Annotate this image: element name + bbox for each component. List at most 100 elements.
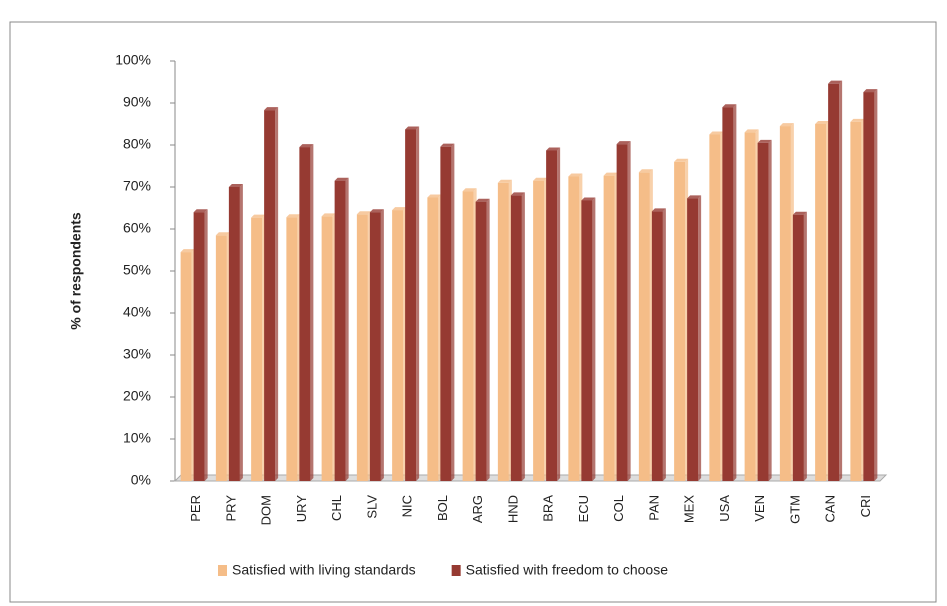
bar: [779, 126, 791, 481]
y-tick-label: 50%: [123, 262, 151, 278]
bar: [828, 83, 840, 482]
bar-top: [475, 198, 490, 202]
x-tick-label: URY: [294, 495, 309, 523]
x-tick-label: DOM: [259, 495, 274, 525]
bar: [392, 210, 404, 481]
bar-side: [204, 209, 208, 481]
bar-top: [193, 209, 208, 213]
bar: [510, 195, 522, 481]
bar-top: [405, 126, 420, 130]
bar: [687, 198, 699, 481]
bar-top: [722, 104, 737, 108]
bar-top: [392, 207, 407, 211]
y-axis-label: % of respondents: [68, 212, 84, 330]
bar: [603, 175, 615, 481]
y-tick-label: 70%: [123, 178, 151, 194]
bar-top: [215, 232, 230, 236]
bar: [497, 182, 509, 482]
bar-side: [557, 147, 561, 481]
bar: [215, 235, 227, 481]
bar: [651, 211, 663, 482]
bar-side: [380, 209, 384, 481]
bar: [462, 191, 474, 481]
x-tick-label: CAN: [823, 495, 838, 522]
bar-side: [486, 198, 490, 481]
bar: [850, 121, 862, 482]
y-tick-label: 30%: [123, 346, 151, 362]
bar: [427, 197, 439, 481]
bar: [286, 217, 298, 482]
bar: [581, 200, 593, 481]
bar: [815, 124, 827, 481]
bar-top: [651, 208, 666, 212]
bar: [251, 217, 263, 481]
legend-swatch: [218, 565, 227, 576]
legend-label: Satisfied with living standards: [232, 562, 416, 578]
bar-top: [533, 177, 548, 181]
bar-top: [356, 211, 371, 215]
x-tick-label: ECU: [576, 495, 591, 522]
bar: [546, 150, 558, 481]
bar: [369, 212, 381, 481]
x-tick-label: HND: [505, 495, 520, 523]
bar-top: [779, 123, 794, 127]
x-tick-label: SLV: [364, 495, 379, 519]
bar-top: [638, 169, 653, 173]
bar-top: [744, 129, 759, 133]
bar-top: [440, 143, 455, 147]
bar: [440, 146, 452, 481]
y-tick-label: 10%: [123, 430, 151, 446]
x-tick-label: BOL: [435, 495, 450, 521]
bar-top: [180, 249, 195, 253]
bar: [744, 132, 756, 481]
bar-side: [416, 126, 420, 482]
bar-top: [264, 107, 279, 111]
bar-top: [815, 121, 830, 124]
bar-top: [497, 179, 512, 183]
bar-top: [709, 131, 724, 135]
x-tick-label: MEX: [682, 495, 697, 524]
bar: [533, 180, 545, 481]
bar-side: [345, 177, 349, 481]
y-tick-label: 90%: [123, 94, 151, 110]
bar-top: [299, 144, 314, 148]
x-tick-label: PAN: [646, 495, 661, 521]
bar: [299, 147, 311, 481]
bar: [264, 110, 276, 481]
bar: [405, 129, 417, 481]
bar-top: [863, 89, 878, 93]
bar-top: [792, 211, 807, 215]
legend-label: Satisfied with freedom to choose: [466, 562, 669, 578]
bar: [193, 212, 205, 481]
y-tick-label: 40%: [123, 304, 151, 320]
bar: [674, 161, 686, 482]
bar-top: [334, 177, 349, 181]
bar-top: [603, 172, 618, 176]
legend-swatch: [451, 565, 461, 576]
bar: [863, 92, 875, 481]
bar: [180, 252, 192, 481]
bar-side: [310, 144, 314, 481]
bar-top: [687, 195, 702, 199]
y-tick-label: 80%: [123, 136, 151, 152]
x-tick-label: PER: [188, 495, 203, 522]
bar-side: [733, 104, 737, 481]
bar-top: [674, 158, 689, 162]
bar-side: [768, 139, 772, 481]
x-tick-label: USA: [717, 495, 732, 522]
bar-side: [662, 208, 666, 482]
bar-top: [321, 213, 336, 217]
floor: [173, 474, 888, 482]
bar-side: [239, 184, 243, 481]
bar: [228, 187, 240, 481]
bar: [321, 216, 333, 481]
x-tick-label: ARG: [470, 495, 485, 523]
bar-side: [874, 89, 878, 481]
x-tick-label: COL: [611, 495, 626, 522]
bar-side: [627, 141, 631, 481]
y-tick-label: 60%: [123, 220, 151, 236]
bar-top: [462, 188, 477, 192]
bar-top: [510, 192, 525, 196]
x-tick-label: GTM: [787, 495, 802, 524]
bar-top: [616, 141, 631, 145]
